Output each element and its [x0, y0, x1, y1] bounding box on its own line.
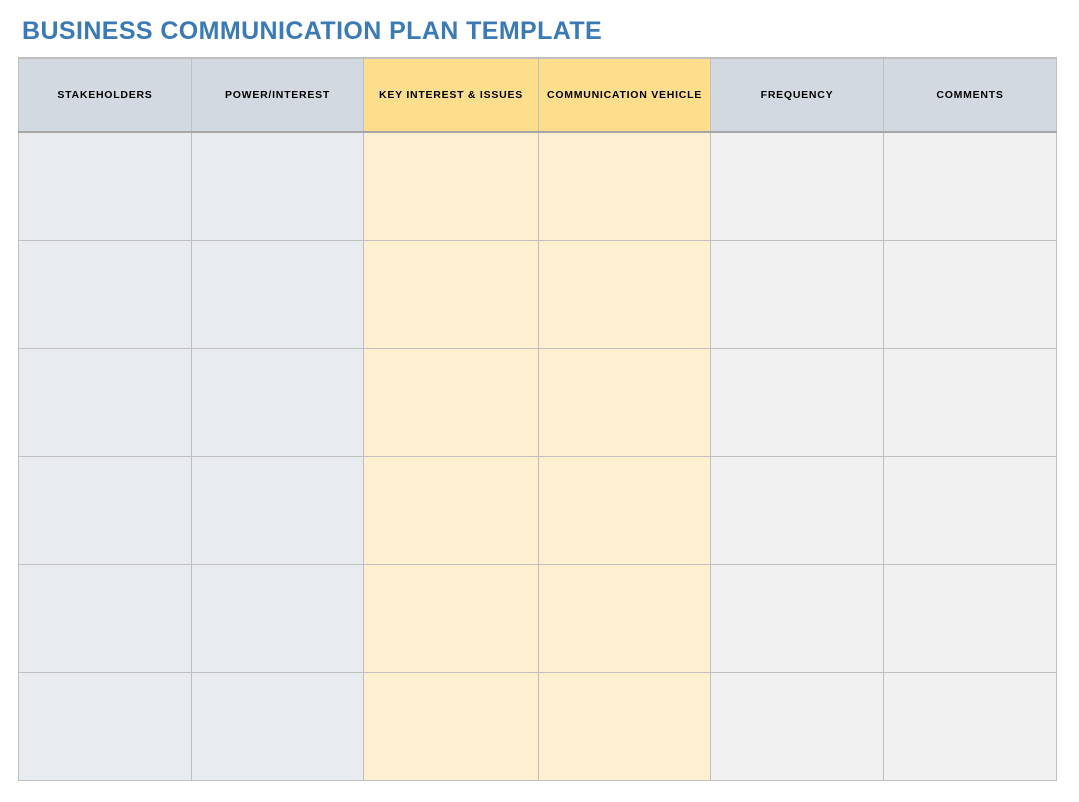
column-header-power-interest[interactable]: POWER/INTEREST: [191, 57, 364, 133]
cell-vehicle[interactable]: [538, 131, 711, 241]
table-body: [18, 131, 1057, 781]
cell-power[interactable]: [191, 671, 364, 781]
table-row: [18, 347, 1057, 457]
cell-key-interest[interactable]: [363, 563, 539, 673]
column-header-comments[interactable]: COMMENTS: [883, 57, 1057, 133]
cell-power[interactable]: [191, 239, 364, 349]
cell-key-interest[interactable]: [363, 671, 539, 781]
cell-power[interactable]: [191, 347, 364, 457]
cell-comments[interactable]: [883, 347, 1057, 457]
cell-key-interest[interactable]: [363, 239, 539, 349]
cell-vehicle[interactable]: [538, 563, 711, 673]
table-header: STAKEHOLDERS POWER/INTEREST KEY INTEREST…: [18, 57, 1057, 133]
cell-frequency[interactable]: [710, 455, 884, 565]
cell-frequency[interactable]: [710, 347, 884, 457]
column-header-communication-vehicle[interactable]: COMMUNICATION VEHICLE: [538, 57, 711, 133]
cell-comments[interactable]: [883, 131, 1057, 241]
table-row: [18, 131, 1057, 241]
cell-key-interest[interactable]: [363, 131, 539, 241]
table-row: [18, 563, 1057, 673]
cell-vehicle[interactable]: [538, 347, 711, 457]
table-row: [18, 455, 1057, 565]
cell-frequency[interactable]: [710, 563, 884, 673]
table-row: [18, 671, 1057, 781]
cell-vehicle[interactable]: [538, 671, 711, 781]
table-header-row: STAKEHOLDERS POWER/INTEREST KEY INTEREST…: [18, 57, 1057, 133]
cell-stakeholders[interactable]: [18, 347, 192, 457]
cell-key-interest[interactable]: [363, 455, 539, 565]
cell-key-interest[interactable]: [363, 347, 539, 457]
column-header-key-interest-issues[interactable]: KEY INTEREST & ISSUES: [363, 57, 539, 133]
cell-stakeholders[interactable]: [18, 239, 192, 349]
page-title: BUSINESS COMMUNICATION PLAN TEMPLATE: [22, 17, 603, 45]
cell-stakeholders[interactable]: [18, 563, 192, 673]
cell-power[interactable]: [191, 131, 364, 241]
cell-comments[interactable]: [883, 563, 1057, 673]
cell-power[interactable]: [191, 563, 364, 673]
cell-stakeholders[interactable]: [18, 455, 192, 565]
column-header-frequency[interactable]: FREQUENCY: [710, 57, 884, 133]
column-header-stakeholders[interactable]: STAKEHOLDERS: [18, 57, 192, 133]
cell-comments[interactable]: [883, 671, 1057, 781]
communication-plan-table: STAKEHOLDERS POWER/INTEREST KEY INTEREST…: [18, 57, 1057, 781]
cell-power[interactable]: [191, 455, 364, 565]
cell-frequency[interactable]: [710, 239, 884, 349]
cell-comments[interactable]: [883, 239, 1057, 349]
table-row: [18, 239, 1057, 349]
cell-stakeholders[interactable]: [18, 671, 192, 781]
cell-comments[interactable]: [883, 455, 1057, 565]
cell-stakeholders[interactable]: [18, 131, 192, 241]
cell-frequency[interactable]: [710, 131, 884, 241]
cell-vehicle[interactable]: [538, 455, 711, 565]
cell-vehicle[interactable]: [538, 239, 711, 349]
cell-frequency[interactable]: [710, 671, 884, 781]
